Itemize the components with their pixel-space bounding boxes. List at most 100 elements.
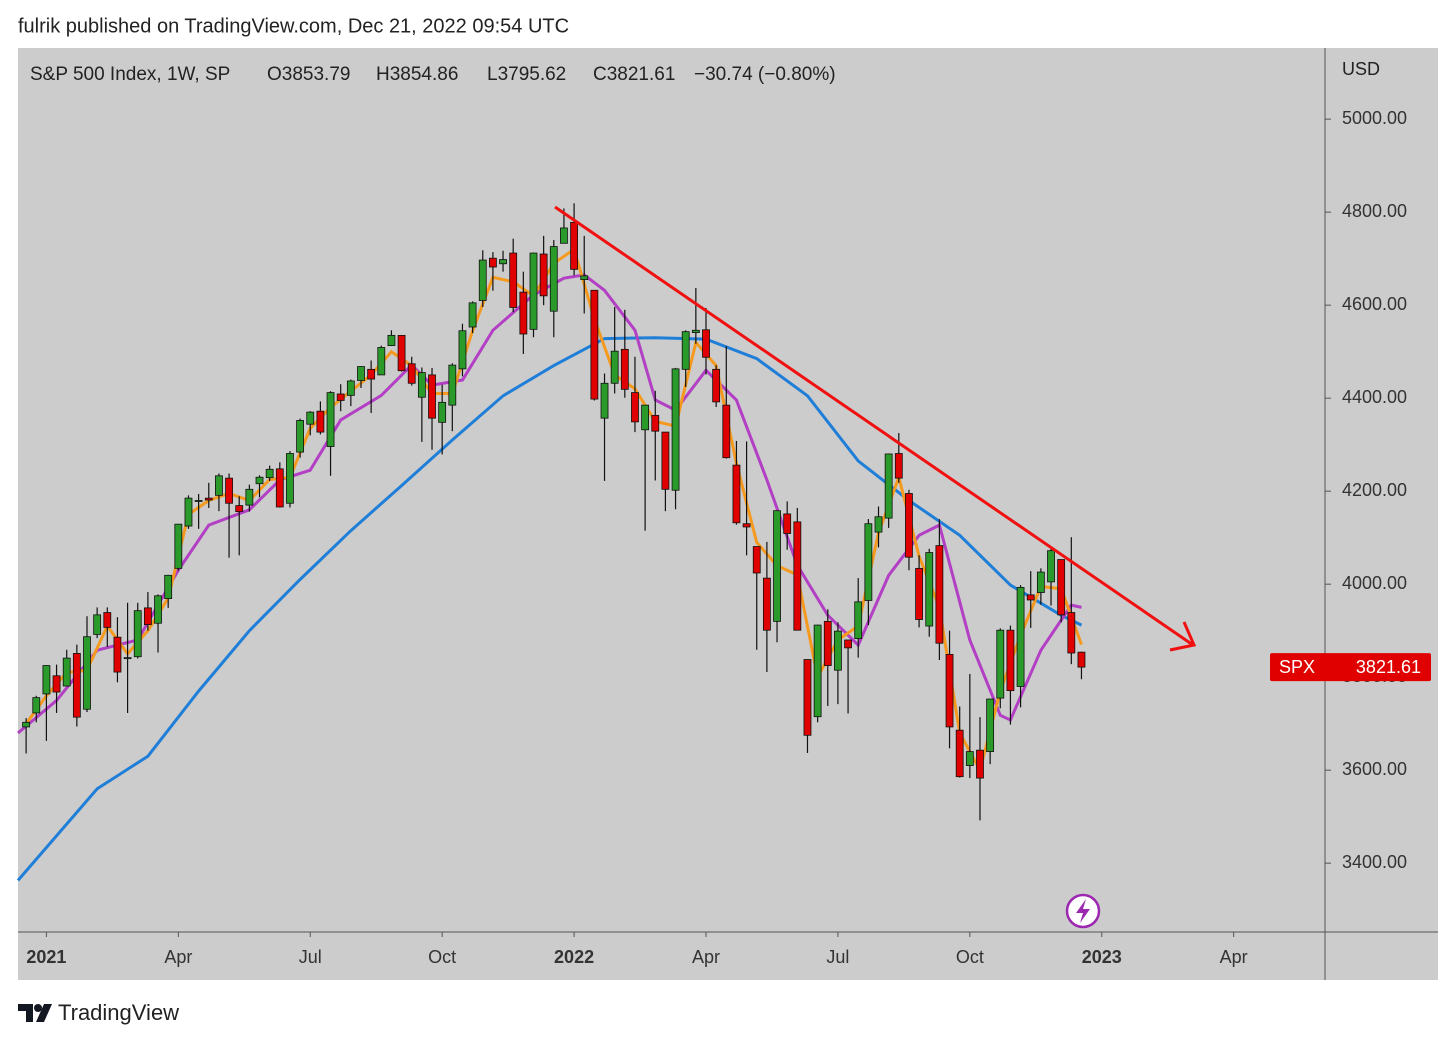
legend-low: L3795.62 [487, 64, 566, 85]
y-tick-label: 3400.00 [1342, 852, 1407, 872]
candle-body [742, 523, 751, 528]
candle-body [691, 329, 700, 333]
candle-body [286, 453, 294, 504]
candle-body [154, 595, 162, 624]
x-tick-label: Apr [692, 947, 720, 967]
candle-body [143, 607, 152, 626]
candle-body [762, 577, 771, 631]
candle-body [235, 505, 244, 513]
candle-body [468, 302, 477, 328]
y-tick-label: 4800.00 [1342, 201, 1407, 221]
candle-body [793, 521, 802, 631]
legend-title: S&P 500 Index, 1W, SP [30, 64, 230, 85]
candle-body [1057, 559, 1066, 616]
candle-body [529, 252, 538, 330]
candle-body [1047, 550, 1055, 583]
candle-body [590, 289, 599, 400]
candle-body [1026, 594, 1035, 601]
candle-body [326, 392, 335, 447]
candle-body [133, 610, 142, 658]
candle-body [225, 477, 233, 504]
y-tick-label: 3600.00 [1342, 759, 1407, 779]
candle-body [722, 404, 731, 459]
candle-body [732, 464, 741, 524]
candle-body [976, 749, 984, 779]
candle-body [52, 675, 61, 693]
candle-body [844, 639, 852, 649]
candle-body [783, 513, 792, 534]
candle-body [296, 420, 305, 453]
candle-body [174, 523, 183, 569]
candle-body [489, 257, 497, 268]
candle-body [945, 653, 954, 728]
chart-panel [18, 48, 1438, 980]
y-tick-label: 5000.00 [1342, 108, 1407, 128]
candle-body [955, 729, 964, 778]
x-tick-label: Oct [428, 947, 456, 967]
candle-body [275, 468, 284, 508]
publish-header: fulrik published on TradingView.com, Dec… [18, 15, 569, 37]
candle-body [478, 259, 487, 301]
candle-body [823, 620, 832, 666]
x-tick-label: Apr [1220, 947, 1248, 967]
candle-body [560, 227, 568, 244]
candle-body [407, 363, 416, 384]
x-tick-label: Oct [956, 947, 984, 967]
candle-body [803, 659, 812, 736]
candle-body [620, 348, 629, 390]
candle-body [600, 382, 609, 419]
candle-body [184, 497, 193, 527]
legend-close: C3821.61 [593, 64, 675, 85]
currency-label: USD [1342, 59, 1380, 79]
candle-body [458, 330, 467, 370]
tradingview-logo [18, 1004, 52, 1022]
y-tick-label: 4400.00 [1342, 387, 1407, 407]
legend-change: −30.74 (−0.80%) [694, 64, 836, 85]
moving-average-line [16, 336, 1083, 882]
candle-body [702, 329, 710, 358]
y-tick-label: 4000.00 [1342, 573, 1407, 593]
candle-body [164, 574, 173, 599]
candle-body [83, 636, 91, 710]
candle-body [1016, 587, 1025, 687]
trend-arrow [1169, 621, 1197, 652]
brand: TradingView [58, 1000, 179, 1025]
candle-body [509, 252, 518, 308]
candle-body [123, 657, 132, 660]
candle-body [915, 567, 923, 620]
x-tick-label: Apr [164, 947, 192, 967]
legend-high: H3854.86 [376, 64, 458, 85]
candle-body [570, 221, 578, 270]
candle-body [1006, 629, 1015, 692]
legend-open: O3853.79 [267, 64, 350, 85]
candle-body [539, 253, 548, 297]
y-tick-label: 4200.00 [1342, 480, 1407, 500]
candle-body [255, 476, 264, 485]
candle-body [935, 545, 944, 644]
candle-body [1067, 612, 1076, 654]
candle-body [610, 350, 619, 384]
y-tick-label: 4600.00 [1342, 294, 1407, 314]
candle-body [925, 552, 934, 627]
x-tick-label: Jul [826, 947, 849, 967]
last-price-label: 3821.61 [1356, 657, 1421, 677]
candle-body [773, 510, 781, 622]
candle-body [62, 657, 71, 687]
candle-body [854, 601, 863, 639]
candle-body [245, 488, 254, 506]
candle-body [204, 497, 213, 501]
candle-body [884, 453, 893, 519]
candle-body [671, 368, 680, 491]
candle-body [93, 614, 102, 635]
candle-body [1077, 651, 1086, 668]
candle-body [448, 364, 457, 406]
candle-body [316, 410, 325, 433]
candle-body [194, 500, 203, 502]
candle-body [549, 246, 558, 312]
lightning-icon [1065, 893, 1101, 929]
candle-body [813, 624, 822, 718]
x-tick-label: 2021 [26, 947, 66, 967]
candle-body [336, 393, 345, 401]
candle-body [113, 636, 122, 673]
